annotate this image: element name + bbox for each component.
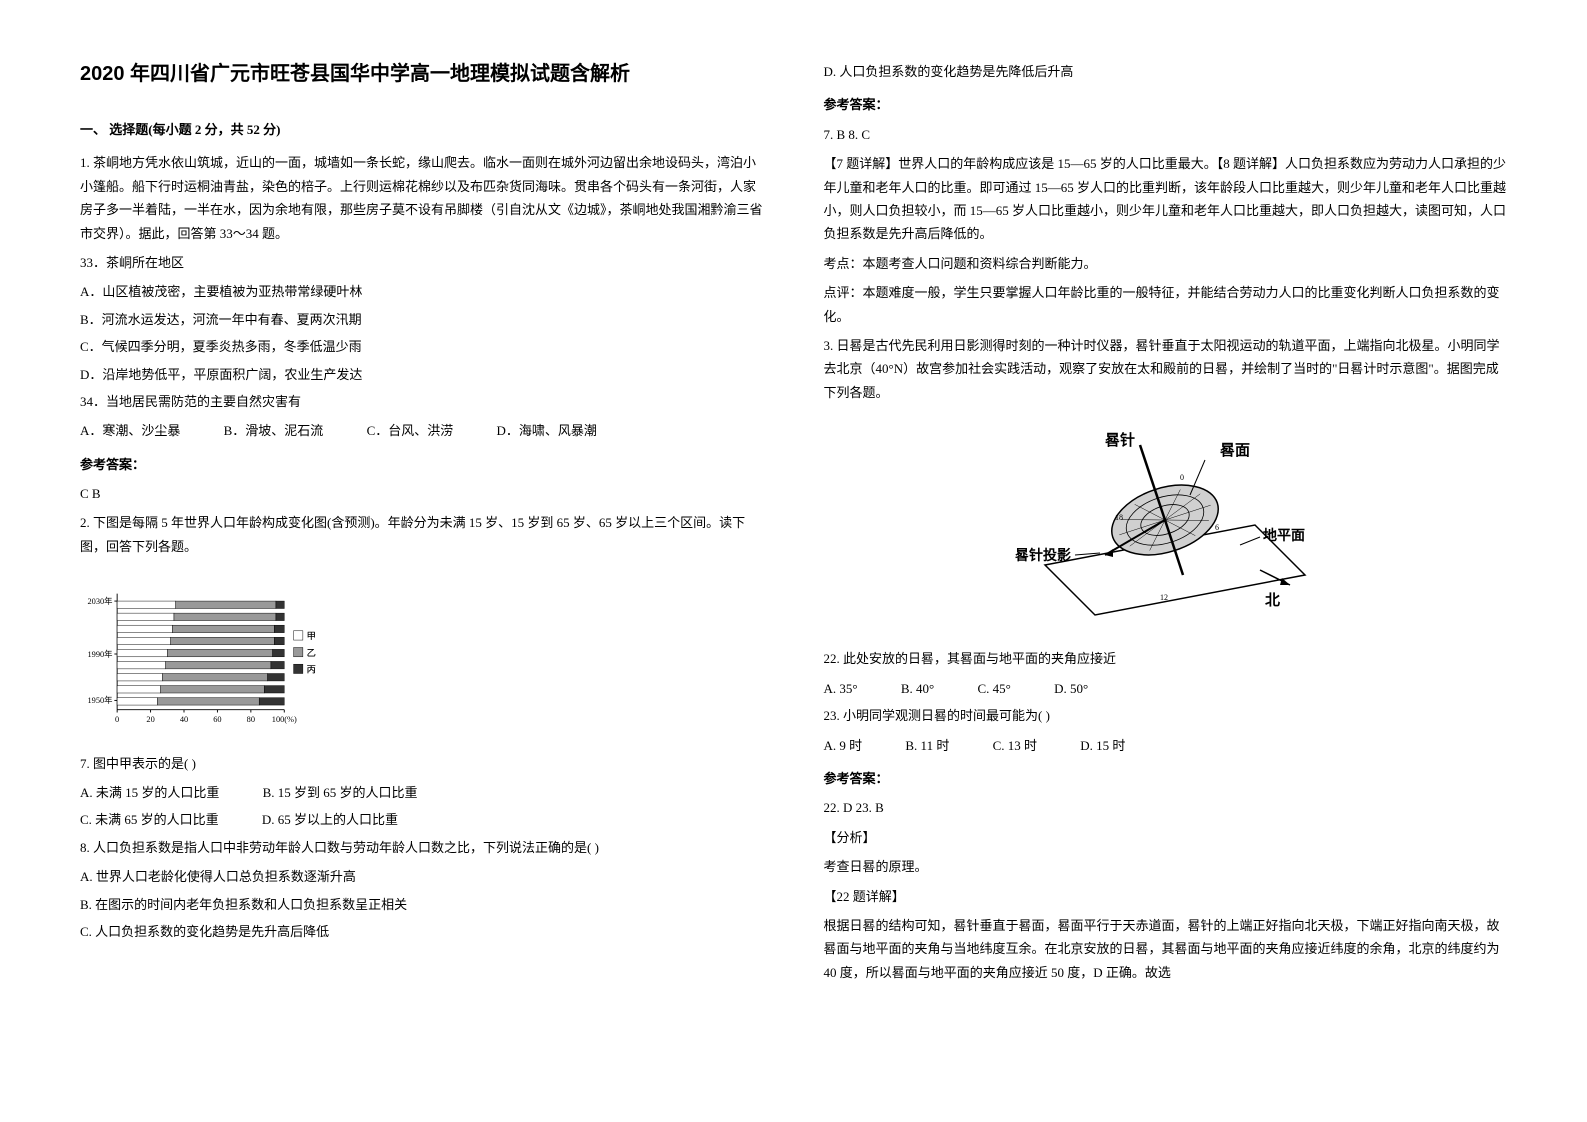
q2-explain3: 点评：本题难度一般，学生只要掌握人口年龄比重的一般特征，并能结合劳动力人口的比重… <box>824 281 1508 328</box>
q22-option-b: B. 40° <box>901 677 934 700</box>
q34-stem: 34．当地居民需防范的主要自然灾害有 <box>80 390 764 413</box>
answer-label-3: 参考答案： <box>824 767 1508 790</box>
svg-text:北: 北 <box>1265 592 1280 609</box>
q22-option-d: D. 50° <box>1054 677 1088 700</box>
svg-text:1950年: 1950年 <box>87 695 112 705</box>
svg-text:60: 60 <box>213 715 221 724</box>
q7-row1: A. 未满 15 岁的人口比重 B. 15 岁到 65 岁的人口比重 <box>80 781 764 804</box>
q33-option-a: A．山区植被茂密，主要植被为亚热带常绿硬叶林 <box>80 280 764 303</box>
q34-option-d: D．海啸、风暴潮 <box>496 419 596 442</box>
q2-answer: 7. B 8. C <box>824 123 1508 146</box>
right-column: D. 人口负担系数的变化趋势是先降低后升高 参考答案： 7. B 8. C 【7… <box>824 60 1508 1062</box>
q3-intro: 3. 日晷是古代先民利用日影测得时刻的一种计时仪器，晷针垂直于太阳视运动的轨道平… <box>824 334 1508 404</box>
q23-stem: 23. 小明同学观测日晷的时间最可能为( ) <box>824 704 1508 727</box>
answer-label-2: 参考答案： <box>824 93 1508 116</box>
q7-stem: 7. 图中甲表示的是( ) <box>80 752 764 775</box>
q7-row2: C. 未满 65 岁的人口比重 D. 65 岁以上的人口比重 <box>80 808 764 831</box>
q2-explain2: 考点：本题考查人口问题和资料综合判断能力。 <box>824 252 1508 275</box>
q22-option-c: C. 45° <box>977 677 1010 700</box>
svg-text:80: 80 <box>247 715 255 724</box>
svg-text:40: 40 <box>180 715 188 724</box>
q33-option-c: C．气候四季分明，夏季炎热多雨，冬季低温少雨 <box>80 335 764 358</box>
svg-text:晷针投影: 晷针投影 <box>1014 547 1071 564</box>
q33-option-b: B．河流水运发达，河流一年中有春、夏两次汛期 <box>80 308 764 331</box>
q8-option-b: B. 在图示的时间内老年负担系数和人口负担系数呈正相关 <box>80 893 764 916</box>
sundial-diagram: 晷针晷面晷针投影 地平面北 0 12 18 6 <box>824 425 1508 632</box>
q23-option-b: B. 11 时 <box>905 734 949 757</box>
svg-text:20: 20 <box>146 715 154 724</box>
q1-intro: 1. 茶峒地方凭水依山筑城，近山的一面，城墙如一条长蛇，缘山爬去。临水一面则在城… <box>80 151 764 245</box>
q23-option-d: D. 15 时 <box>1080 734 1125 757</box>
svg-text:18: 18 <box>1115 513 1123 522</box>
answer-label-1: 参考答案： <box>80 453 764 476</box>
q8-stem: 8. 人口负担系数是指人口中非劳动年龄人口数与劳动年龄人口数之比，下列说法正确的… <box>80 836 764 859</box>
document-title: 2020 年四川省广元市旺苍县国华中学高一地理模拟试题含解析 <box>80 60 764 88</box>
svg-text:2030年: 2030年 <box>87 596 112 606</box>
q34-option-a: A．寒潮、沙尘暴 <box>80 419 180 442</box>
q34-option-c: C．台风、洪涝 <box>367 419 454 442</box>
q3-analysis: 考查日晷的原理。 <box>824 855 1508 878</box>
population-chart: 020406080100(%)1950年1990年2030年甲甲乙乙丙丙 <box>80 579 764 736</box>
q3-explain22-label: 【22 题详解】 <box>824 885 1508 908</box>
q23-option-a: A. 9 时 <box>824 734 863 757</box>
q1-answer: C B <box>80 482 764 505</box>
svg-text:6: 6 <box>1215 523 1219 532</box>
q7-option-c: C. 未满 65 岁的人口比重 <box>80 808 219 831</box>
q8-option-a: A. 世界人口老龄化使得人口总负担系数逐渐升高 <box>80 865 764 888</box>
svg-text:0: 0 <box>1180 473 1184 482</box>
q34-options: A．寒潮、沙尘暴 B．滑坡、泥石流 C．台风、洪涝 D．海啸、风暴潮 <box>80 419 764 442</box>
q23-options: A. 9 时 B. 11 时 C. 13 时 D. 15 时 <box>824 734 1508 757</box>
q8-option-c: C. 人口负担系数的变化趋势是先升高后降低 <box>80 920 764 943</box>
q3-analysis-label: 【分析】 <box>824 826 1508 849</box>
q2-intro: 2. 下图是每隔 5 年世界人口年龄构成变化图(含预测)。年龄分为未满 15 岁… <box>80 511 764 558</box>
svg-text:0: 0 <box>115 715 119 724</box>
q7-option-a: A. 未满 15 岁的人口比重 <box>80 781 219 804</box>
q8-option-d: D. 人口负担系数的变化趋势是先降低后升高 <box>824 60 1508 83</box>
q34-option-b: B．滑坡、泥石流 <box>224 419 324 442</box>
q3-explain22: 根据日晷的结构可知，晷针垂直于晷面，晷面平行于天赤道面，晷针的上端正好指向北天极… <box>824 914 1508 984</box>
q33-stem: 33．茶峒所在地区 <box>80 251 764 274</box>
q23-option-c: C. 13 时 <box>993 734 1037 757</box>
q22-option-a: A. 35° <box>824 677 858 700</box>
svg-text:甲: 甲 <box>307 631 316 642</box>
svg-text:丙: 丙 <box>307 665 316 676</box>
q7-option-d: D. 65 岁以上的人口比重 <box>262 808 398 831</box>
q22-options: A. 35° B. 40° C. 45° D. 50° <box>824 677 1508 700</box>
svg-text:100(%): 100(%) <box>272 715 297 724</box>
q2-explain1: 【7 题详解】世界人口的年龄构成应该是 15—65 岁的人口比重最大。【8 题详… <box>824 152 1508 246</box>
left-column: 2020 年四川省广元市旺苍县国华中学高一地理模拟试题含解析 一、 选择题(每小… <box>80 60 764 1062</box>
svg-text:晷面: 晷面 <box>1220 442 1250 459</box>
q22-stem: 22. 此处安放的日晷，其晷面与地平面的夹角应接近 <box>824 647 1508 670</box>
svg-text:1990年: 1990年 <box>87 649 112 659</box>
svg-text:晷针: 晷针 <box>1105 431 1135 449</box>
svg-text:乙: 乙 <box>307 648 316 659</box>
section-1-title: 一、 选择题(每小题 2 分，共 52 分) <box>80 118 764 141</box>
q7-option-b: B. 15 岁到 65 岁的人口比重 <box>263 781 418 804</box>
svg-text:12: 12 <box>1160 593 1168 602</box>
svg-text:地平面: 地平面 <box>1263 527 1305 544</box>
q3-answer: 22. D 23. B <box>824 796 1508 819</box>
q33-option-d: D．沿岸地势低平，平原面积广阔，农业生产发达 <box>80 363 764 386</box>
